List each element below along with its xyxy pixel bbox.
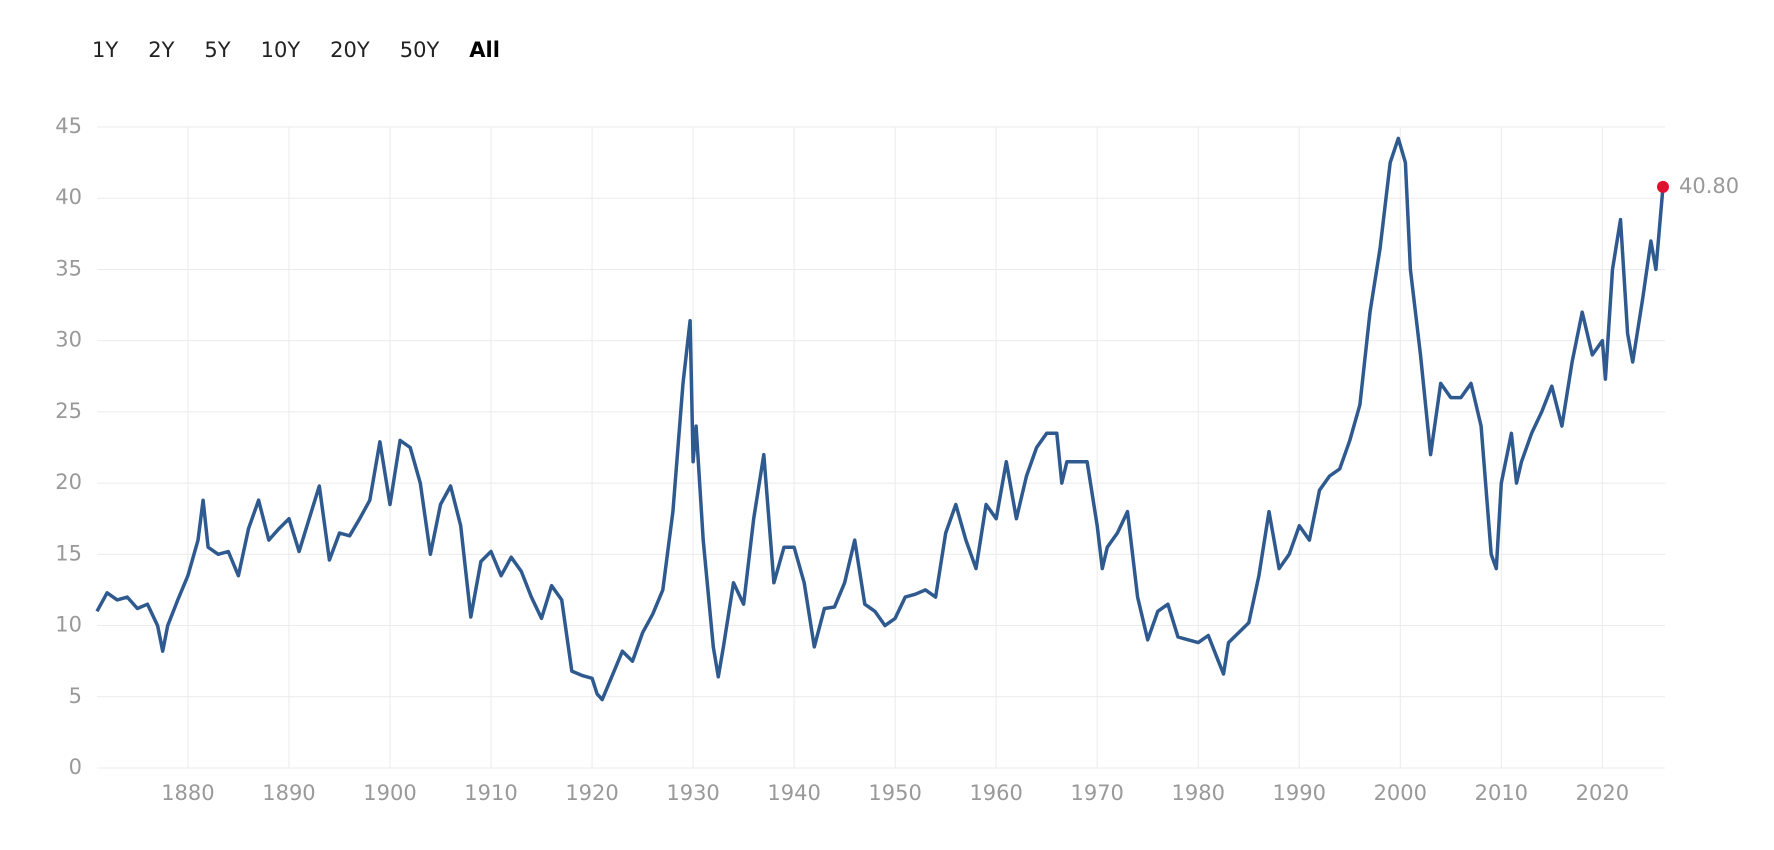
x-tick-label: 1920 [565, 781, 618, 805]
x-tick-label: 2010 [1475, 781, 1528, 805]
range-button[interactable]: 20Y [330, 38, 370, 62]
x-tick-label: 1910 [464, 781, 517, 805]
last-point [1656, 180, 1669, 193]
y-tick-label: 20 [55, 470, 82, 494]
y-tick-label: 35 [55, 256, 82, 280]
x-tick-label: 1960 [969, 781, 1022, 805]
x-tick-label: 1940 [767, 781, 820, 805]
range-button[interactable]: 50Y [399, 38, 440, 62]
last-value-label: 40.80 [1679, 174, 1739, 198]
x-tick-label: 1980 [1172, 781, 1225, 805]
range-selector: 1Y 2Y 5Y 10Y 20Y 50Y All [92, 38, 500, 62]
x-tick-label: 1900 [363, 781, 416, 805]
range-button[interactable]: 1Y [92, 38, 119, 62]
x-tick-label: 1990 [1273, 781, 1326, 805]
x-tick-label: 2000 [1374, 781, 1427, 805]
y-tick-label: 15 [55, 541, 82, 565]
range-button[interactable]: 2Y [148, 38, 175, 62]
y-tick-label: 40 [55, 185, 82, 209]
y-tick-label: 5 [69, 684, 82, 708]
data-line [95, 136, 1665, 702]
x-tick-label: 1890 [262, 781, 315, 805]
x-tick-label: 1950 [868, 781, 921, 805]
x-tick-label: 2020 [1576, 781, 1629, 805]
y-tick-label: 10 [55, 613, 82, 637]
y-tick-label: 45 [55, 114, 82, 138]
y-tick-label: 0 [69, 755, 82, 779]
y-tick-label: 30 [55, 328, 82, 352]
range-button[interactable]: All [469, 38, 500, 62]
y-tick-label: 25 [55, 399, 82, 423]
x-tick-label: 1880 [161, 781, 214, 805]
range-button[interactable]: 10Y [260, 38, 301, 62]
range-button[interactable]: 5Y [204, 38, 231, 62]
x-tick-label: 1970 [1070, 781, 1123, 805]
x-tick-label: 1930 [666, 781, 719, 805]
